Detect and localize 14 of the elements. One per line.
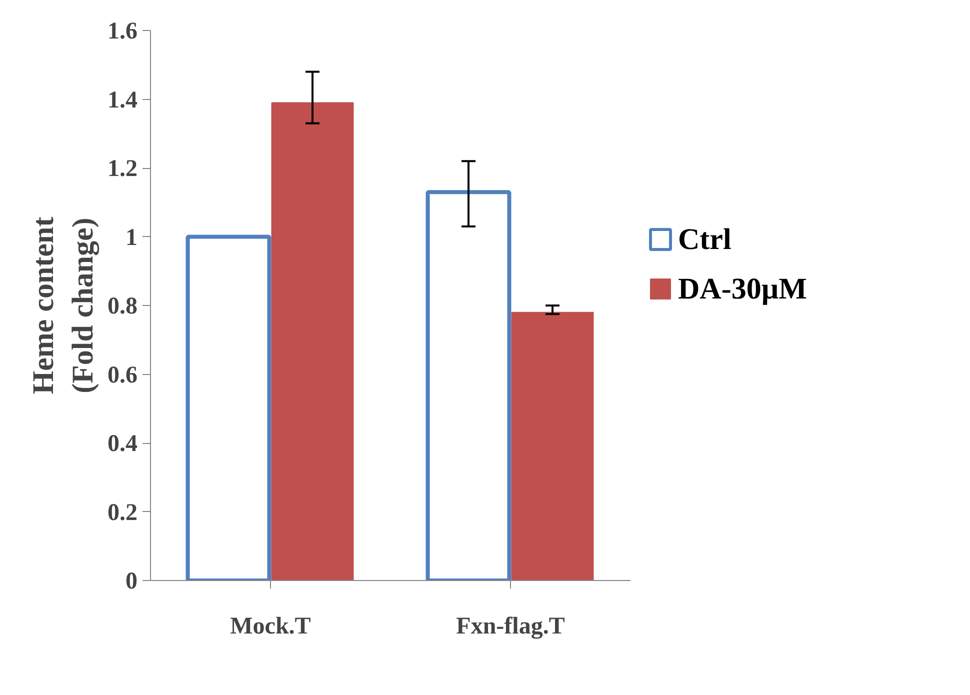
legend-label: Ctrl: [678, 223, 732, 256]
x-tick-label: Mock.T: [230, 614, 311, 640]
y-tick-label: 1: [126, 224, 138, 251]
y-tick-label: 0.4: [108, 431, 138, 457]
legend-label: DA-30µM: [678, 272, 807, 306]
y-tick-label: 0: [126, 568, 138, 594]
y-tick-label: 0.8: [108, 294, 138, 320]
y-tick-label: 1.2: [108, 156, 138, 182]
y-tick-label: 1.6: [108, 18, 138, 44]
y-tick-label: 1.4: [108, 87, 138, 114]
y-tick-label: 0.6: [108, 362, 138, 388]
y-tick-label: 0.2: [108, 500, 138, 526]
x-tick-label: Fxn-flag.T: [456, 614, 565, 640]
y-axis-title: Heme content (Fold change): [26, 216, 100, 394]
